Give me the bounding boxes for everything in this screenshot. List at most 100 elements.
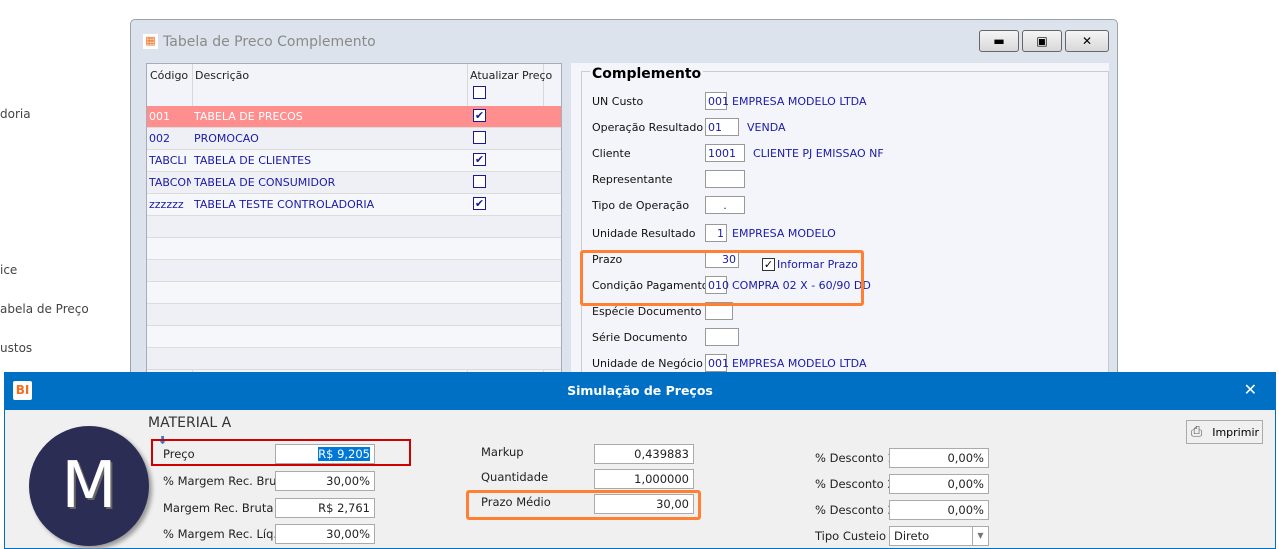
cell-code: TABCON: [149, 176, 191, 189]
window-title: Tabela de Preco Complemento: [163, 34, 376, 50]
field-input[interactable]: R$ 9,205: [275, 444, 375, 464]
dialog-title: Simulação de Preços: [567, 383, 713, 398]
tipo-custeio-select[interactable]: Direto ▼: [889, 526, 989, 546]
field-description: EMPRESA MODELO: [732, 227, 836, 240]
field-value: 30,00%: [326, 527, 370, 541]
material-name: MATERIAL A: [148, 415, 232, 431]
field-input[interactable]: 001: [705, 354, 729, 372]
field-input[interactable]: 30,00: [594, 494, 694, 514]
field-description: CLIENTE PJ EMISSAO NF: [753, 147, 884, 160]
field-label: Quantidade: [481, 470, 549, 484]
field-input[interactable]: 30,00%: [275, 471, 375, 491]
field-label: % Desconto 2: [815, 477, 895, 491]
price-table-grid: Código Descrição Atualizar Preço 001 TAB…: [146, 63, 562, 383]
select-value: Direto: [894, 529, 930, 543]
field-description: VENDA: [747, 121, 786, 134]
field-input[interactable]: 0,00%: [889, 500, 989, 520]
field-description: COMPRA 02 X - 60/90 DD: [732, 279, 871, 292]
empty-row: [147, 282, 561, 304]
complemento-panel: Complemento UN Custo 001 EMPRESA MODELO …: [571, 63, 1109, 391]
field-input[interactable]: 0,439883: [594, 444, 694, 464]
avatar: M: [29, 426, 149, 546]
field-input[interactable]: 1001: [705, 144, 745, 162]
atualizar-checkbox[interactable]: ✔: [473, 197, 486, 210]
cell-desc: TABELA DE PRECOS: [194, 110, 303, 123]
field-input[interactable]: 010: [705, 276, 729, 294]
highlight-box: [580, 250, 864, 306]
field-value: R$ 2,761: [318, 501, 370, 515]
bg-menu-item: ice: [0, 263, 18, 277]
atualizar-checkbox[interactable]: [473, 175, 486, 188]
minimize-button[interactable]: ▬: [979, 30, 1019, 52]
atualizar-checkbox[interactable]: [473, 131, 486, 144]
field-input[interactable]: R$ 2,761: [275, 498, 375, 518]
atualizar-checkbox[interactable]: ✔: [473, 153, 486, 166]
table-row[interactable]: 002 PROMOCAO: [147, 128, 561, 150]
cell-code: TABCLI: [149, 154, 187, 167]
header-codigo[interactable]: Código: [150, 69, 189, 82]
field-label: Prazo: [592, 253, 623, 266]
field-label: Condição Pagamento: [592, 279, 709, 292]
empty-row: [147, 348, 561, 370]
informar-prazo-checkbox[interactable]: ✓ Informar Prazo: [762, 258, 858, 271]
empty-row: [147, 326, 561, 348]
table-row[interactable]: TABCLI TABELA DE CLIENTES ✔: [147, 150, 561, 172]
cell-code: 001: [149, 110, 170, 123]
field-label: UN Custo: [592, 95, 644, 108]
preco-value: R$ 9,205: [318, 447, 370, 461]
app-icon: ▦: [143, 34, 158, 49]
field-label: % Margem Rec. Bruta: [163, 474, 288, 488]
field-label: Série Documento: [592, 331, 688, 344]
group-title: Complemento: [590, 66, 704, 82]
field-input[interactable]: 30,00%: [275, 524, 375, 544]
field-input[interactable]: 01: [705, 118, 739, 136]
field-label: Espécie Documento: [592, 305, 702, 318]
maximize-button[interactable]: ▣: [1022, 30, 1062, 52]
field-label: Unidade de Negócio: [592, 357, 703, 370]
field-label: Prazo Médio: [481, 495, 551, 509]
simulacao-dialog: BI Simulação de Preços ✕ M MATERIAL A ⬇ …: [4, 372, 1276, 549]
header-atualizar[interactable]: Atualizar Preço: [470, 69, 553, 82]
field-input[interactable]: 0,00%: [889, 474, 989, 494]
preco-highlight: [151, 439, 411, 466]
field-label: Representante: [592, 173, 673, 186]
field-input[interactable]: 1: [705, 224, 727, 242]
dialog-titlebar: BI Simulação de Preços ✕: [5, 373, 1275, 410]
table-row[interactable]: zzzzzz TABELA TESTE CONTROLADORIA ✔: [147, 194, 561, 216]
prazo-medio-highlight: [466, 490, 701, 520]
header-descricao[interactable]: Descrição: [195, 69, 250, 82]
field-description: EMPRESA MODELO LTDA: [732, 357, 867, 370]
imprimir-button[interactable]: ⎙ Imprimir: [1186, 420, 1263, 444]
field-input[interactable]: 0,00%: [889, 448, 989, 468]
cell-desc: TABELA DE CONSUMIDOR: [194, 176, 336, 189]
field-label: Tipo de Operação: [592, 199, 690, 212]
close-button[interactable]: ✕: [1065, 30, 1109, 52]
printer-icon: ⎙: [1191, 424, 1203, 440]
field-input[interactable]: .: [705, 196, 745, 214]
field-input[interactable]: [705, 170, 745, 188]
atualizar-checkbox[interactable]: ✔: [473, 109, 486, 122]
cell-desc: PROMOCAO: [194, 132, 259, 145]
field-label: Unidade Resultado: [592, 227, 696, 240]
field-label: Preço: [163, 447, 195, 461]
tabela-preco-window: ▦ Tabela de Preco Complemento ▬ ▣ ✕ Códi…: [130, 19, 1118, 391]
bg-menu-item: ustos: [0, 341, 33, 355]
field-input[interactable]: 001: [705, 92, 729, 110]
cell-code: 002: [149, 132, 170, 145]
field-input[interactable]: 1,000000: [594, 469, 694, 489]
bg-menu-item: abela de Preço: [0, 302, 89, 316]
chevron-down-icon[interactable]: ▼: [972, 527, 988, 545]
tipo-custeio-label: Tipo Custeio: [815, 529, 886, 543]
cell-code: zzzzzz: [149, 198, 184, 211]
cell-desc: TABELA DE CLIENTES: [194, 154, 312, 167]
field-label: % Desconto 1: [815, 451, 895, 465]
close-icon[interactable]: ✕: [1243, 380, 1257, 399]
field-input[interactable]: 30: [705, 250, 739, 268]
field-input[interactable]: [705, 328, 739, 346]
select-all-checkbox[interactable]: [473, 86, 486, 99]
cell-desc: TABELA TESTE CONTROLADORIA: [194, 198, 375, 211]
field-label: % Margem Rec. Líq.: [163, 527, 278, 541]
table-row[interactable]: 001 TABELA DE PRECOS ✔: [147, 106, 561, 128]
field-input[interactable]: [705, 302, 733, 320]
table-row[interactable]: TABCON TABELA DE CONSUMIDOR: [147, 172, 561, 194]
